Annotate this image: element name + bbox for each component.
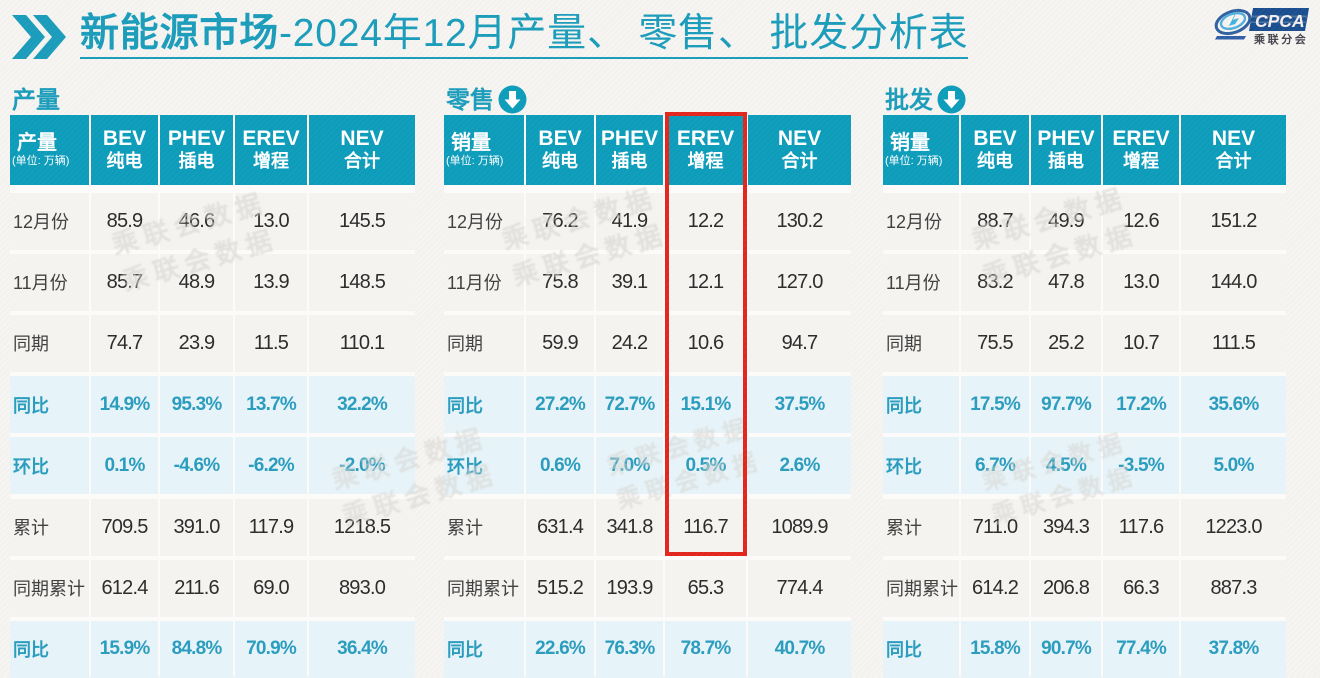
svg-text:CPCA: CPCA [1255, 11, 1305, 31]
svg-text:乘联分会: 乘联分会 [1253, 32, 1308, 46]
